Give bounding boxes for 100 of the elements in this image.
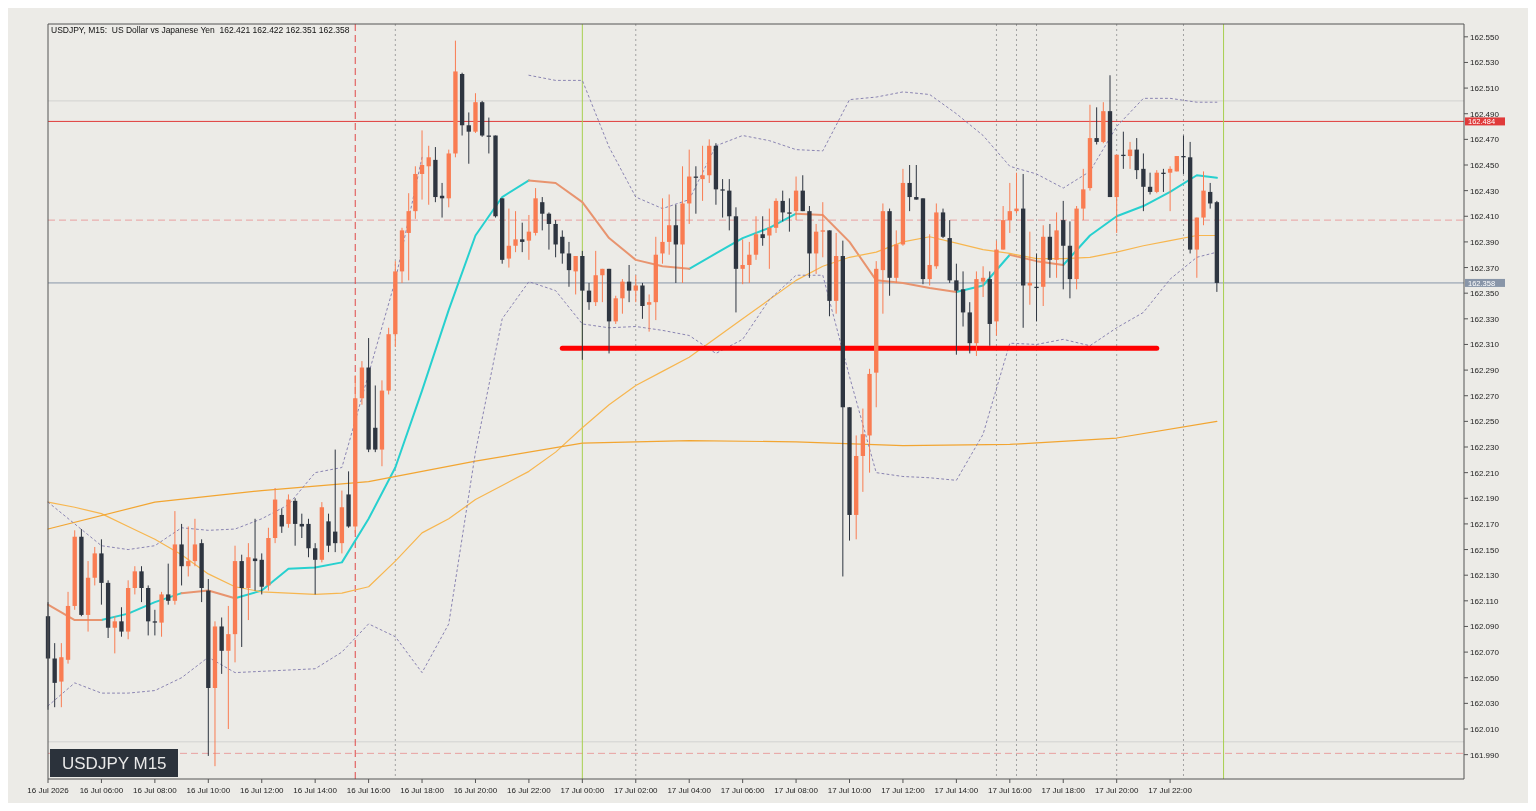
y-tick-label: 162.210 bbox=[1470, 468, 1500, 478]
x-tick-label: 17 Jul 16:00 bbox=[988, 786, 1033, 795]
candlestick bbox=[600, 268, 605, 303]
x-tick-label: 16 Jul 14:00 bbox=[293, 786, 338, 795]
x-tick-label: 17 Jul 04:00 bbox=[667, 786, 712, 795]
candlestick bbox=[226, 605, 231, 730]
y-tick-label: 162.150 bbox=[1470, 545, 1500, 555]
candlestick bbox=[1047, 223, 1053, 279]
candlestick bbox=[112, 615, 117, 654]
candlestick bbox=[1167, 165, 1173, 212]
candlestick bbox=[667, 193, 672, 256]
candlestick bbox=[1007, 182, 1012, 234]
candlestick bbox=[633, 274, 638, 303]
candlestick bbox=[1154, 169, 1159, 194]
y-tick-label: 162.310 bbox=[1470, 340, 1500, 350]
x-tick-label: 16 Jul 06:00 bbox=[79, 786, 124, 795]
x-tick-label: 16 Jul 20:00 bbox=[453, 786, 498, 795]
y-tick-label: 162.350 bbox=[1470, 289, 1500, 299]
y-tick-label: 162.490 bbox=[1470, 109, 1500, 119]
candlestick bbox=[907, 164, 912, 212]
y-tick-label: 162.250 bbox=[1470, 417, 1500, 427]
y-tick-label: 162.050 bbox=[1470, 673, 1500, 683]
y-tick-label: 162.290 bbox=[1470, 366, 1500, 376]
candlestick bbox=[613, 295, 618, 325]
candlestick bbox=[620, 278, 625, 315]
candlestick bbox=[720, 178, 725, 219]
candlestick bbox=[700, 145, 705, 202]
x-tick-label: 17 Jul 00:00 bbox=[560, 786, 605, 795]
x-tick-label: 16 Jul 18:00 bbox=[400, 786, 445, 795]
chart-title: USDJPY, M15: US Dollar vs Japanese Yen 162.421 162.422 162.351 162.358 bbox=[51, 25, 350, 35]
candlestick bbox=[954, 263, 959, 356]
candlestick bbox=[540, 196, 545, 231]
candlestick bbox=[626, 264, 632, 303]
y-tick-label: 162.390 bbox=[1470, 237, 1500, 247]
candlestick bbox=[1094, 106, 1099, 145]
candlestick bbox=[646, 293, 652, 333]
x-tick-label: 17 Jul 12:00 bbox=[881, 786, 926, 795]
x-tick-label: 17 Jul 20:00 bbox=[1094, 786, 1140, 795]
candlestick bbox=[513, 210, 518, 253]
candlestick bbox=[1081, 168, 1086, 221]
candlestick bbox=[406, 192, 411, 281]
x-tick-label: 17 Jul 06:00 bbox=[720, 786, 765, 795]
x-tick-label: 16 Jul 08:00 bbox=[133, 786, 178, 795]
line-series bbox=[47, 234, 1218, 596]
annotation: USDJPY M15 bbox=[62, 754, 167, 773]
candlestick bbox=[179, 523, 184, 586]
x-tick-label: 16 Jul 2026 bbox=[27, 786, 70, 795]
candlestick bbox=[139, 565, 144, 603]
y-tick-label: 162.270 bbox=[1470, 391, 1500, 401]
candlestick bbox=[740, 238, 745, 285]
candlestick bbox=[660, 197, 665, 265]
y-tick-label: 161.990 bbox=[1470, 750, 1500, 760]
y-tick-label: 162.190 bbox=[1470, 494, 1500, 504]
y-tick-label: 162.450 bbox=[1470, 161, 1500, 170]
candlestick bbox=[553, 219, 558, 258]
candlestick bbox=[166, 563, 171, 606]
candlestick bbox=[980, 265, 986, 298]
x-tick-label: 16 Jul 10:00 bbox=[186, 786, 231, 795]
y-tick-label: 162.130 bbox=[1470, 571, 1500, 581]
candlestick bbox=[520, 222, 525, 253]
candlestick bbox=[313, 542, 318, 595]
y-tick-label: 162.230 bbox=[1470, 443, 1500, 453]
candlestick bbox=[820, 201, 825, 258]
candlestick bbox=[419, 129, 425, 201]
y-tick-label: 162.410 bbox=[1470, 212, 1500, 222]
y-tick-label: 162.010 bbox=[1470, 725, 1500, 735]
y-tick-label: 162.110 bbox=[1470, 596, 1499, 606]
candlestick bbox=[573, 255, 578, 295]
y-tick-label: 162.030 bbox=[1470, 699, 1500, 709]
candlestick bbox=[793, 176, 799, 221]
candlestick bbox=[132, 565, 137, 595]
x-tick-label: 16 Jul 22:00 bbox=[507, 786, 552, 795]
y-tick-label: 162.470 bbox=[1470, 135, 1500, 145]
candlestick bbox=[192, 518, 198, 567]
y-tick-label: 162.550 bbox=[1470, 32, 1500, 42]
candlestick bbox=[673, 204, 679, 284]
y-tick-label: 162.070 bbox=[1470, 648, 1500, 658]
candlestick bbox=[466, 111, 471, 165]
candlestick bbox=[186, 525, 191, 577]
candlestick bbox=[767, 208, 772, 270]
line-series bbox=[47, 420, 1218, 530]
candlestick bbox=[860, 408, 866, 493]
y-tick-label: 162.530 bbox=[1470, 58, 1500, 68]
x-tick-label: 17 Jul 14:00 bbox=[934, 786, 979, 795]
candlestick bbox=[292, 497, 298, 547]
candlestick bbox=[526, 214, 532, 261]
candlestick bbox=[506, 208, 512, 269]
candlestick bbox=[787, 197, 792, 233]
y-tick-label: 162.090 bbox=[1470, 622, 1500, 632]
x-tick-label: 17 Jul 22:00 bbox=[1148, 786, 1193, 795]
y-tick-label: 162.510 bbox=[1470, 84, 1500, 94]
candlestick bbox=[426, 145, 431, 206]
candlestick bbox=[566, 241, 572, 288]
x-tick-label: 17 Jul 02:00 bbox=[613, 786, 659, 795]
candlestick bbox=[960, 270, 966, 328]
candlestick bbox=[914, 164, 919, 201]
y-tick-label: 162.430 bbox=[1470, 186, 1500, 196]
candlestick bbox=[119, 606, 124, 638]
candlestick bbox=[640, 282, 645, 320]
candlestick bbox=[753, 215, 759, 261]
